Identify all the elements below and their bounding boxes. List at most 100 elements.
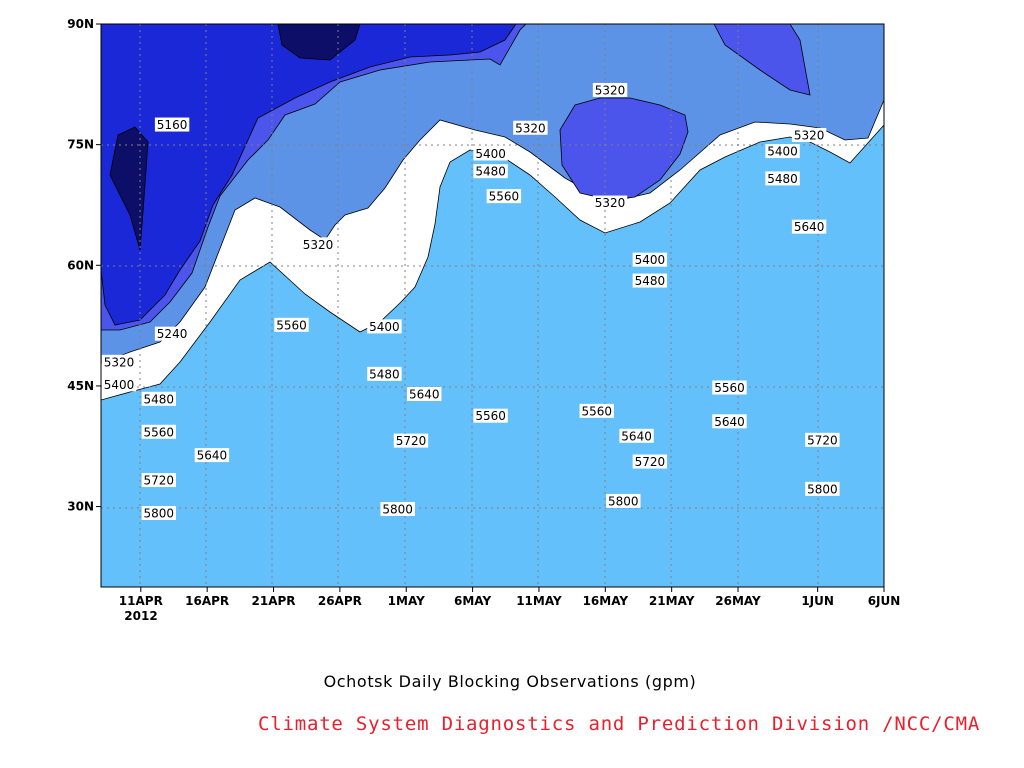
contour-label-text: 5240	[157, 327, 188, 341]
y-axis: 30N 45N 60N 75N 90N	[67, 17, 101, 514]
x-tick-label: 21APR	[252, 594, 296, 608]
contour-label-text: 5480	[635, 274, 666, 288]
contour-label: 5560	[486, 189, 522, 204]
contour-label-box	[274, 317, 309, 332]
x-tick-label: 6MAY	[454, 594, 491, 608]
contour-label: 5800	[380, 501, 415, 516]
contour-label-box	[141, 424, 177, 439]
contour-label-text: 5560	[714, 381, 745, 395]
contour-label-box	[606, 493, 641, 508]
contour-label-text: 5320	[595, 83, 626, 97]
contour-label-box	[141, 506, 177, 521]
contour-label-text: 5480	[475, 165, 506, 179]
y-tick-label: 90N	[67, 17, 94, 31]
contour-label-box	[712, 414, 747, 429]
contour-label: 5800	[606, 493, 641, 508]
x-tick-label: 16APR	[185, 594, 229, 608]
contour-label-box	[632, 454, 668, 469]
contour-label-text: 5480	[369, 367, 400, 381]
contour-label-box	[367, 319, 402, 334]
contour-label: 5480	[632, 273, 668, 288]
contour-label-text: 5800	[608, 494, 639, 508]
contour-label: 5320	[592, 195, 628, 210]
contour-label: 5800	[805, 481, 840, 496]
contour-label-text: 5560	[581, 404, 612, 418]
contour-label-box	[154, 117, 190, 132]
contour-label-box	[101, 377, 137, 392]
contour-label: 5320	[101, 354, 137, 369]
contour-label-box	[407, 386, 442, 401]
contour-label-box	[300, 237, 336, 252]
x-tick-label: 11MAY	[516, 594, 562, 608]
contour-label: 5720	[632, 454, 668, 469]
contour-label: 5320	[592, 82, 628, 97]
contour-label: 5480	[765, 171, 800, 186]
contour-label-box	[380, 501, 415, 516]
contour-chart: 30N 45N 60N 75N 90N 11APR 16APR 21APR 26APR 1MAY…	[67, 17, 901, 623]
contour-label-text: 5320	[515, 121, 546, 135]
contour-label: 5560	[579, 403, 614, 418]
contour-label-text: 5800	[382, 502, 413, 516]
contour-label: 5560	[141, 424, 177, 439]
contour-label: 5400	[765, 144, 800, 159]
contour-label-text: 5400	[475, 147, 506, 161]
contour-label-text: 5560	[489, 190, 520, 204]
y-tick-label: 75N	[67, 138, 94, 152]
contour-label-box	[619, 428, 654, 443]
plot-frame	[100, 23, 885, 588]
chart-credit: Climate System Diagnostics and Predictio…	[258, 713, 981, 735]
contour-label: 5320	[791, 127, 827, 142]
contour-label-text: 5640	[409, 387, 440, 401]
contour-label-text: 5400	[635, 253, 666, 267]
band-below-5160	[109, 24, 361, 251]
y-tick-label: 30N	[67, 500, 94, 514]
band-5160-5240	[101, 24, 517, 326]
contour-label: 5640	[791, 219, 827, 234]
x-tick-label: 6JUN	[868, 594, 901, 608]
contour-label: 5640	[712, 414, 747, 429]
contour-field	[101, 24, 884, 587]
contour-label-text: 5720	[396, 434, 427, 448]
contour-label-box	[393, 433, 429, 448]
contour-label: 5480	[141, 391, 177, 406]
chart-title: Ochotsk Daily Blocking Observations (gpm…	[323, 672, 697, 691]
x-tick-label: 1JUN	[801, 594, 834, 608]
contour-label: 5400	[473, 146, 508, 161]
contour-label-text: 5400	[767, 145, 798, 159]
contour-label-box	[579, 403, 614, 418]
contour-label: 5640	[194, 448, 230, 463]
contour-label-box	[791, 127, 827, 142]
x-year-label: 2012	[124, 609, 157, 623]
contour-label-text: 5480	[767, 172, 798, 186]
contour-label-text: 5560	[475, 409, 506, 423]
contour-label-box	[632, 252, 668, 267]
contour-label-box	[592, 82, 628, 97]
contour-label: 5720	[805, 432, 840, 447]
contour-label-text: 5160	[157, 118, 188, 132]
contour-label-box	[632, 273, 668, 288]
contour-label: 5560	[274, 317, 309, 332]
contour-label-box	[473, 408, 508, 423]
contour-label-box	[712, 380, 747, 395]
contour-label-box	[592, 195, 628, 210]
contour-label: 5480	[473, 164, 508, 179]
x-tick-label: 21MAY	[649, 594, 695, 608]
contour-label: 5320	[300, 237, 336, 252]
contour-label-text: 5560	[276, 318, 307, 332]
contour-label-box	[805, 481, 840, 496]
contour-label-box	[141, 391, 177, 406]
contour-label: 5800	[141, 506, 177, 521]
x-tick-label: 11APR	[119, 594, 163, 608]
contour-label: 5240	[154, 326, 190, 341]
x-tick-label: 16MAY	[583, 594, 629, 608]
contour-label-text: 5640	[621, 429, 652, 443]
contour-labels: 5160 5240 5320 5400 5480 5560 5640 5720 5800 5560…	[101, 82, 840, 521]
contour-label: 5480	[367, 366, 402, 381]
contour-label-box	[765, 144, 800, 159]
contour-label: 5400	[632, 252, 668, 267]
x-tick-label: 26MAY	[715, 594, 761, 608]
y-tick-label: 60N	[67, 258, 94, 272]
contour-label-box	[473, 146, 508, 161]
contour-label-text: 5320	[303, 238, 334, 252]
contour-label-text: 5560	[144, 425, 175, 439]
